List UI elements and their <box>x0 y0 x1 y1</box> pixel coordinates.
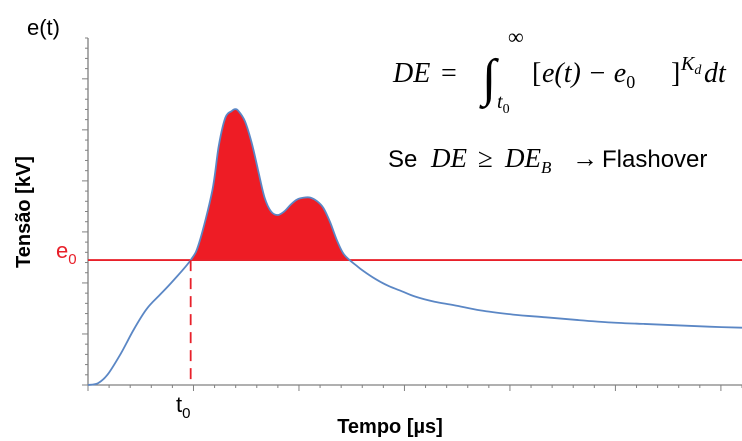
svg-text:DE: DE <box>392 58 430 89</box>
t0-label: t0 <box>176 392 190 422</box>
svg-text:DE: DE <box>430 143 467 173</box>
x-axis-ticks <box>87 385 742 391</box>
svg-text:[: [ <box>532 58 541 89</box>
svg-text:DEB: DEB <box>504 143 552 177</box>
svg-text:=: = <box>441 58 457 89</box>
svg-text:∫: ∫ <box>479 50 499 109</box>
svg-text:→: → <box>572 143 598 173</box>
energy-area <box>190 109 350 261</box>
svg-text:∞: ∞ <box>508 24 524 49</box>
y-axis-top-label: e(t) <box>27 15 60 40</box>
svg-text:Flashover: Flashover <box>602 146 707 173</box>
svg-text:e(t) − e0: e(t) − e0 <box>542 58 635 92</box>
svg-text:Se: Se <box>388 146 417 173</box>
energy-formula: DE = ∫ ∞ t0 [ e(t) − e0 ] Kd dt <box>392 24 727 117</box>
x-axis-title: Tempo [µs] <box>337 416 443 438</box>
y-axis-title: Tensão [kV] <box>13 156 35 268</box>
y-axis-ticks <box>82 37 88 386</box>
flashover-condition: Se DE ≥ DEB → Flashover <box>388 143 707 177</box>
svg-text:]: ] <box>671 58 680 89</box>
svg-text:Kd: Kd <box>680 53 702 78</box>
voltage-curve <box>87 108 742 386</box>
threshold-label: e0 <box>56 238 77 268</box>
svg-text:dt: dt <box>704 58 727 89</box>
svg-text:t0: t0 <box>497 91 510 117</box>
svg-text:≥: ≥ <box>478 143 493 173</box>
